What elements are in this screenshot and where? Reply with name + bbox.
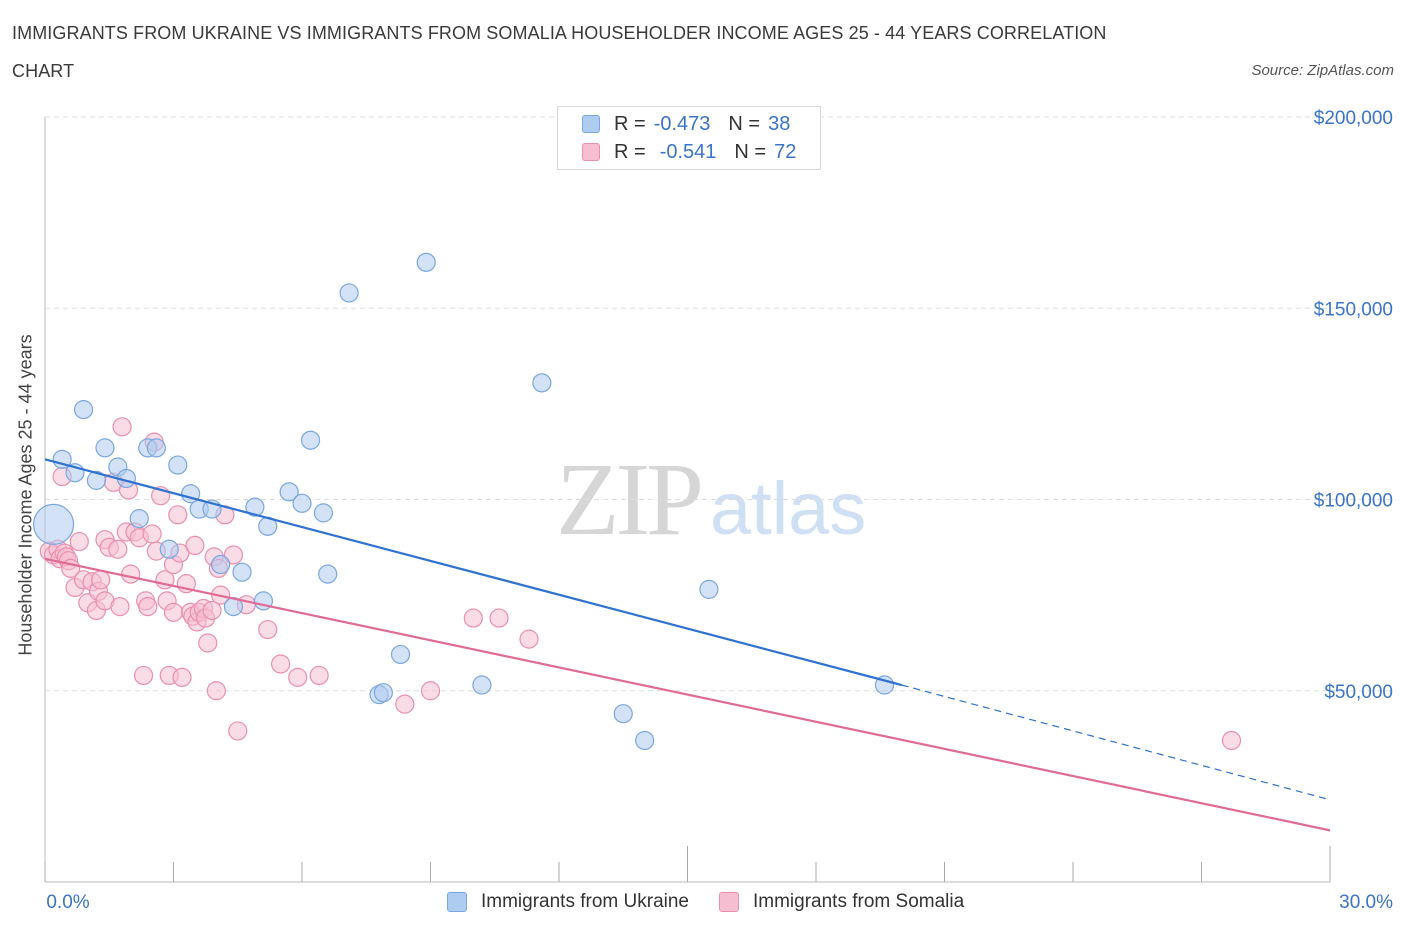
- trend-line-ukraine: [44, 458, 902, 687]
- data-point-somalia: [108, 539, 128, 559]
- legend-r-label: R =: [614, 140, 646, 163]
- data-point-somalia: [121, 564, 141, 584]
- data-point-somalia: [309, 665, 329, 686]
- series-legend: Immigrants from Ukraine Immigrants from …: [447, 888, 994, 916]
- data-point-ukraine: [390, 644, 411, 665]
- x-tick-label: 30.0%: [1339, 892, 1393, 913]
- data-point-ukraine: [73, 400, 94, 420]
- data-point-ukraine: [211, 554, 231, 575]
- data-point-ukraine: [279, 482, 299, 502]
- legend-n-value: 38: [768, 112, 791, 135]
- data-point-ukraine: [232, 562, 252, 582]
- data-point-ukraine: [159, 539, 179, 559]
- data-point-ukraine: [313, 503, 334, 523]
- data-point-ukraine: [129, 509, 149, 529]
- data-point-ukraine: [300, 430, 321, 450]
- data-point-ukraine: [532, 373, 552, 393]
- data-point-somalia: [489, 608, 509, 628]
- data-point-somalia: [1221, 730, 1242, 751]
- data-point-somalia: [91, 570, 111, 590]
- data-point-ukraine: [292, 493, 312, 513]
- data-point-ukraine: [416, 252, 436, 272]
- data-point-somalia: [133, 665, 154, 686]
- data-point-ukraine: [168, 455, 188, 475]
- data-point-ukraine: [613, 704, 633, 724]
- data-point-somalia: [228, 721, 248, 741]
- y-tick-label: $50,000: [1324, 682, 1393, 703]
- data-point-ukraine: [318, 564, 338, 584]
- legend-r-value: -0.473: [653, 112, 711, 135]
- data-point-somalia: [69, 531, 89, 552]
- data-point-somalia: [206, 681, 226, 701]
- legend-swatch-ukraine: [447, 892, 467, 912]
- legend-swatch-ukraine: [582, 115, 600, 133]
- data-point-ukraine: [245, 497, 265, 517]
- legend-swatch-somalia: [582, 143, 600, 161]
- y-tick-label: $100,000: [1314, 491, 1393, 512]
- legend-r-value: -0.541: [659, 140, 717, 163]
- data-point-somalia: [270, 654, 291, 674]
- watermark-atlas: atlas: [710, 467, 867, 550]
- legend-n-label: N =: [734, 140, 767, 163]
- legend-label-ukraine: Immigrants from Ukraine: [481, 891, 689, 912]
- legend-item-ukraine: Immigrants from Ukraine: [447, 891, 689, 913]
- data-point-somalia: [463, 608, 483, 628]
- legend-n-label: N =: [728, 112, 761, 135]
- data-point-somalia: [258, 619, 278, 640]
- trend-line-somalia: [44, 557, 1331, 832]
- legend-r-label: R =: [614, 112, 646, 135]
- chart-title: IMMIGRANTS FROM UKRAINE VS IMMIGRANTS FR…: [12, 23, 1107, 81]
- data-point-somalia: [138, 596, 158, 617]
- data-point-somalia: [288, 667, 308, 687]
- data-point-ukraine: [373, 683, 393, 703]
- data-point-ukraine: [472, 675, 492, 695]
- x-tick-label: 0.0%: [46, 892, 89, 913]
- data-point-ukraine: [339, 283, 359, 303]
- legend-label-somalia: Immigrants from Somalia: [753, 891, 965, 912]
- data-point-ukraine: [146, 438, 166, 458]
- data-point-ukraine: [874, 675, 895, 695]
- data-point-ukraine: [32, 503, 75, 545]
- data-point-somalia: [168, 505, 188, 525]
- y-tick-label: $200,000: [1314, 108, 1393, 129]
- data-point-somalia: [202, 600, 222, 621]
- legend-n-value: 72: [774, 140, 797, 163]
- data-point-somalia: [420, 681, 441, 701]
- data-point-somalia: [112, 417, 132, 437]
- correlation-legend: R = -0.473 N = 38 R = -0.541 N = 72: [557, 106, 821, 170]
- data-point-somalia: [198, 633, 218, 653]
- data-point-somalia: [142, 524, 162, 544]
- data-point-ukraine: [52, 449, 72, 469]
- data-point-ukraine: [95, 438, 115, 458]
- source-note: Source: ZipAtlas.com: [1251, 62, 1394, 79]
- legend-swatch-somalia: [719, 892, 739, 912]
- legend-row-ukraine: R = -0.473 N = 38: [582, 110, 790, 138]
- data-point-ukraine: [699, 579, 719, 599]
- data-point-somalia: [185, 535, 205, 556]
- data-point-somalia: [519, 629, 539, 649]
- data-point-ukraine: [86, 470, 107, 490]
- data-point-ukraine: [635, 730, 655, 751]
- legend-row-somalia: R = -0.541 N = 72: [582, 138, 796, 166]
- data-point-somalia: [163, 602, 184, 622]
- data-point-somalia: [395, 694, 415, 714]
- legend-item-somalia: Immigrants from Somalia: [719, 891, 964, 913]
- y-tick-label: $150,000: [1314, 299, 1393, 320]
- data-point-somalia: [110, 596, 130, 617]
- trend-line-extension-ukraine: [901, 684, 1331, 801]
- data-point-somalia: [223, 545, 244, 565]
- data-point-somalia: [172, 667, 192, 687]
